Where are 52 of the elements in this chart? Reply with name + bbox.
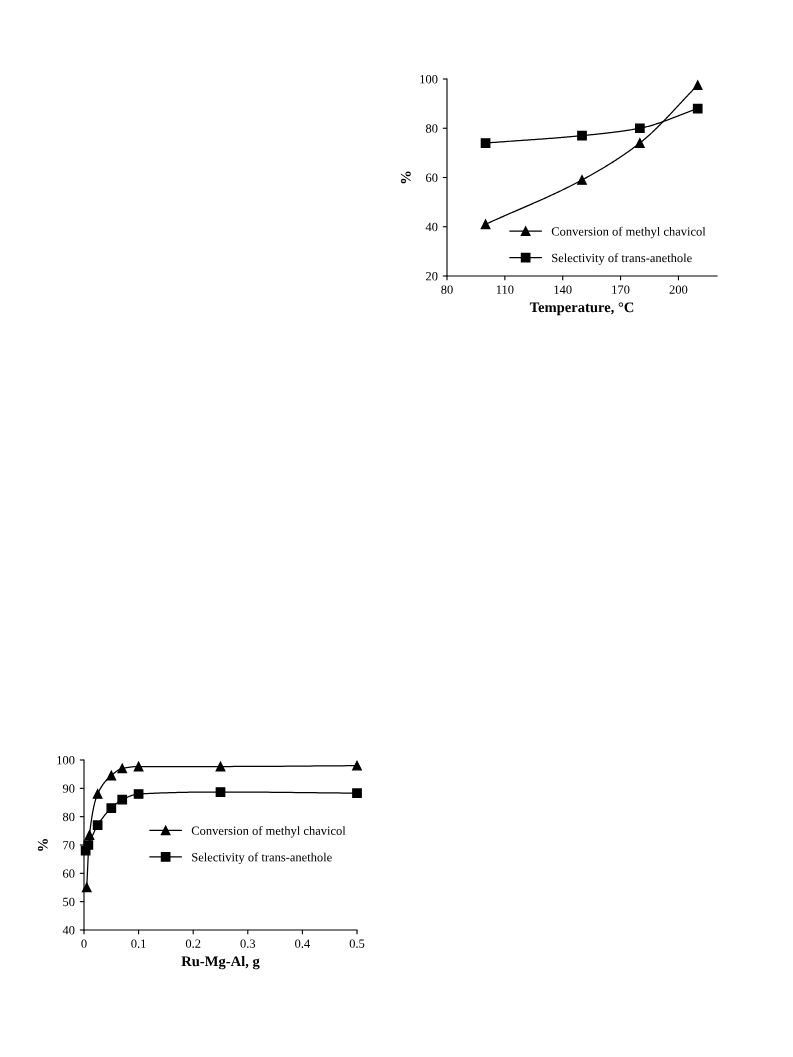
y-tick-label: 70 — [63, 841, 75, 850]
point — [92, 789, 103, 799]
x-tick-label: 0.3 — [240, 939, 256, 948]
point — [692, 103, 703, 114]
point — [215, 761, 226, 772]
legend-label: Selectivity of trans-anethole — [192, 852, 332, 864]
point — [106, 770, 117, 781]
x-tick-label: 0.5 — [349, 939, 365, 948]
y-tick-label: 40 — [425, 222, 438, 232]
legend-label: Conversion of methyl chavicol — [191, 826, 346, 838]
legend-label: Conversion of methyl chavicol — [551, 226, 706, 239]
x-tick-label: 110 — [496, 285, 514, 294]
y-tick-label: 100 — [57, 756, 75, 765]
y-tick-label: 50 — [63, 897, 75, 907]
x-axis-title: Ru-Mg-Al, g — [181, 955, 260, 970]
point — [84, 830, 95, 840]
y-tick-label: 100 — [420, 75, 438, 84]
y-tick-label: 80 — [425, 124, 438, 133]
x-tick-label: 200 — [669, 285, 688, 294]
x-tick-label: 170 — [612, 285, 630, 294]
y-tick-label: 40 — [62, 926, 75, 935]
point — [577, 175, 587, 185]
point — [133, 761, 144, 772]
y-tick-label: 60 — [63, 869, 75, 878]
y-axis-title: % — [37, 839, 48, 851]
point — [480, 219, 491, 230]
x-tick-label: 0.2 — [185, 939, 201, 948]
point — [133, 789, 144, 799]
point — [634, 138, 645, 148]
y-tick-label: 80 — [62, 812, 75, 822]
point — [480, 138, 491, 148]
point — [117, 794, 128, 805]
x-tick-label: 0 — [81, 939, 87, 948]
x-tick-label: 0.4 — [295, 939, 311, 948]
point — [692, 80, 703, 91]
y-tick-label: 90 — [62, 784, 75, 793]
x-tick-label: 140 — [554, 285, 572, 294]
point — [92, 820, 103, 831]
point — [634, 123, 645, 134]
y-tick-label: 60 — [426, 173, 438, 182]
y-axis-title: % — [400, 171, 411, 184]
point — [215, 787, 226, 797]
legend-label: Selectivity of trans-anethole — [552, 253, 692, 265]
y-tick-label: 20 — [426, 272, 438, 281]
point — [352, 760, 362, 771]
point — [106, 803, 117, 814]
point — [352, 788, 362, 799]
x-tick-label: 80 — [441, 285, 453, 294]
point — [117, 763, 128, 774]
x-tick-label: 0.1 — [131, 939, 146, 948]
x-axis-title: Temperature, °C — [529, 302, 634, 316]
point — [577, 130, 587, 141]
